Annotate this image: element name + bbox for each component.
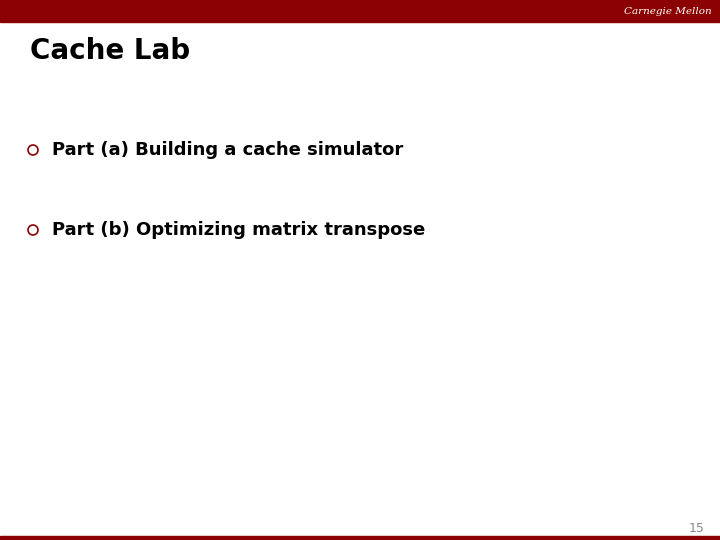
Circle shape (28, 225, 38, 235)
Text: Carnegie Mellon: Carnegie Mellon (624, 6, 712, 16)
Circle shape (28, 145, 38, 155)
Text: Part (b) Optimizing matrix transpose: Part (b) Optimizing matrix transpose (52, 221, 426, 239)
Text: Cache Lab: Cache Lab (30, 37, 190, 65)
Bar (0, 536, 720, 540)
Bar (0, 0, 720, 22)
Text: Part (a) Building a cache simulator: Part (a) Building a cache simulator (52, 141, 403, 159)
Text: 15: 15 (689, 522, 705, 535)
